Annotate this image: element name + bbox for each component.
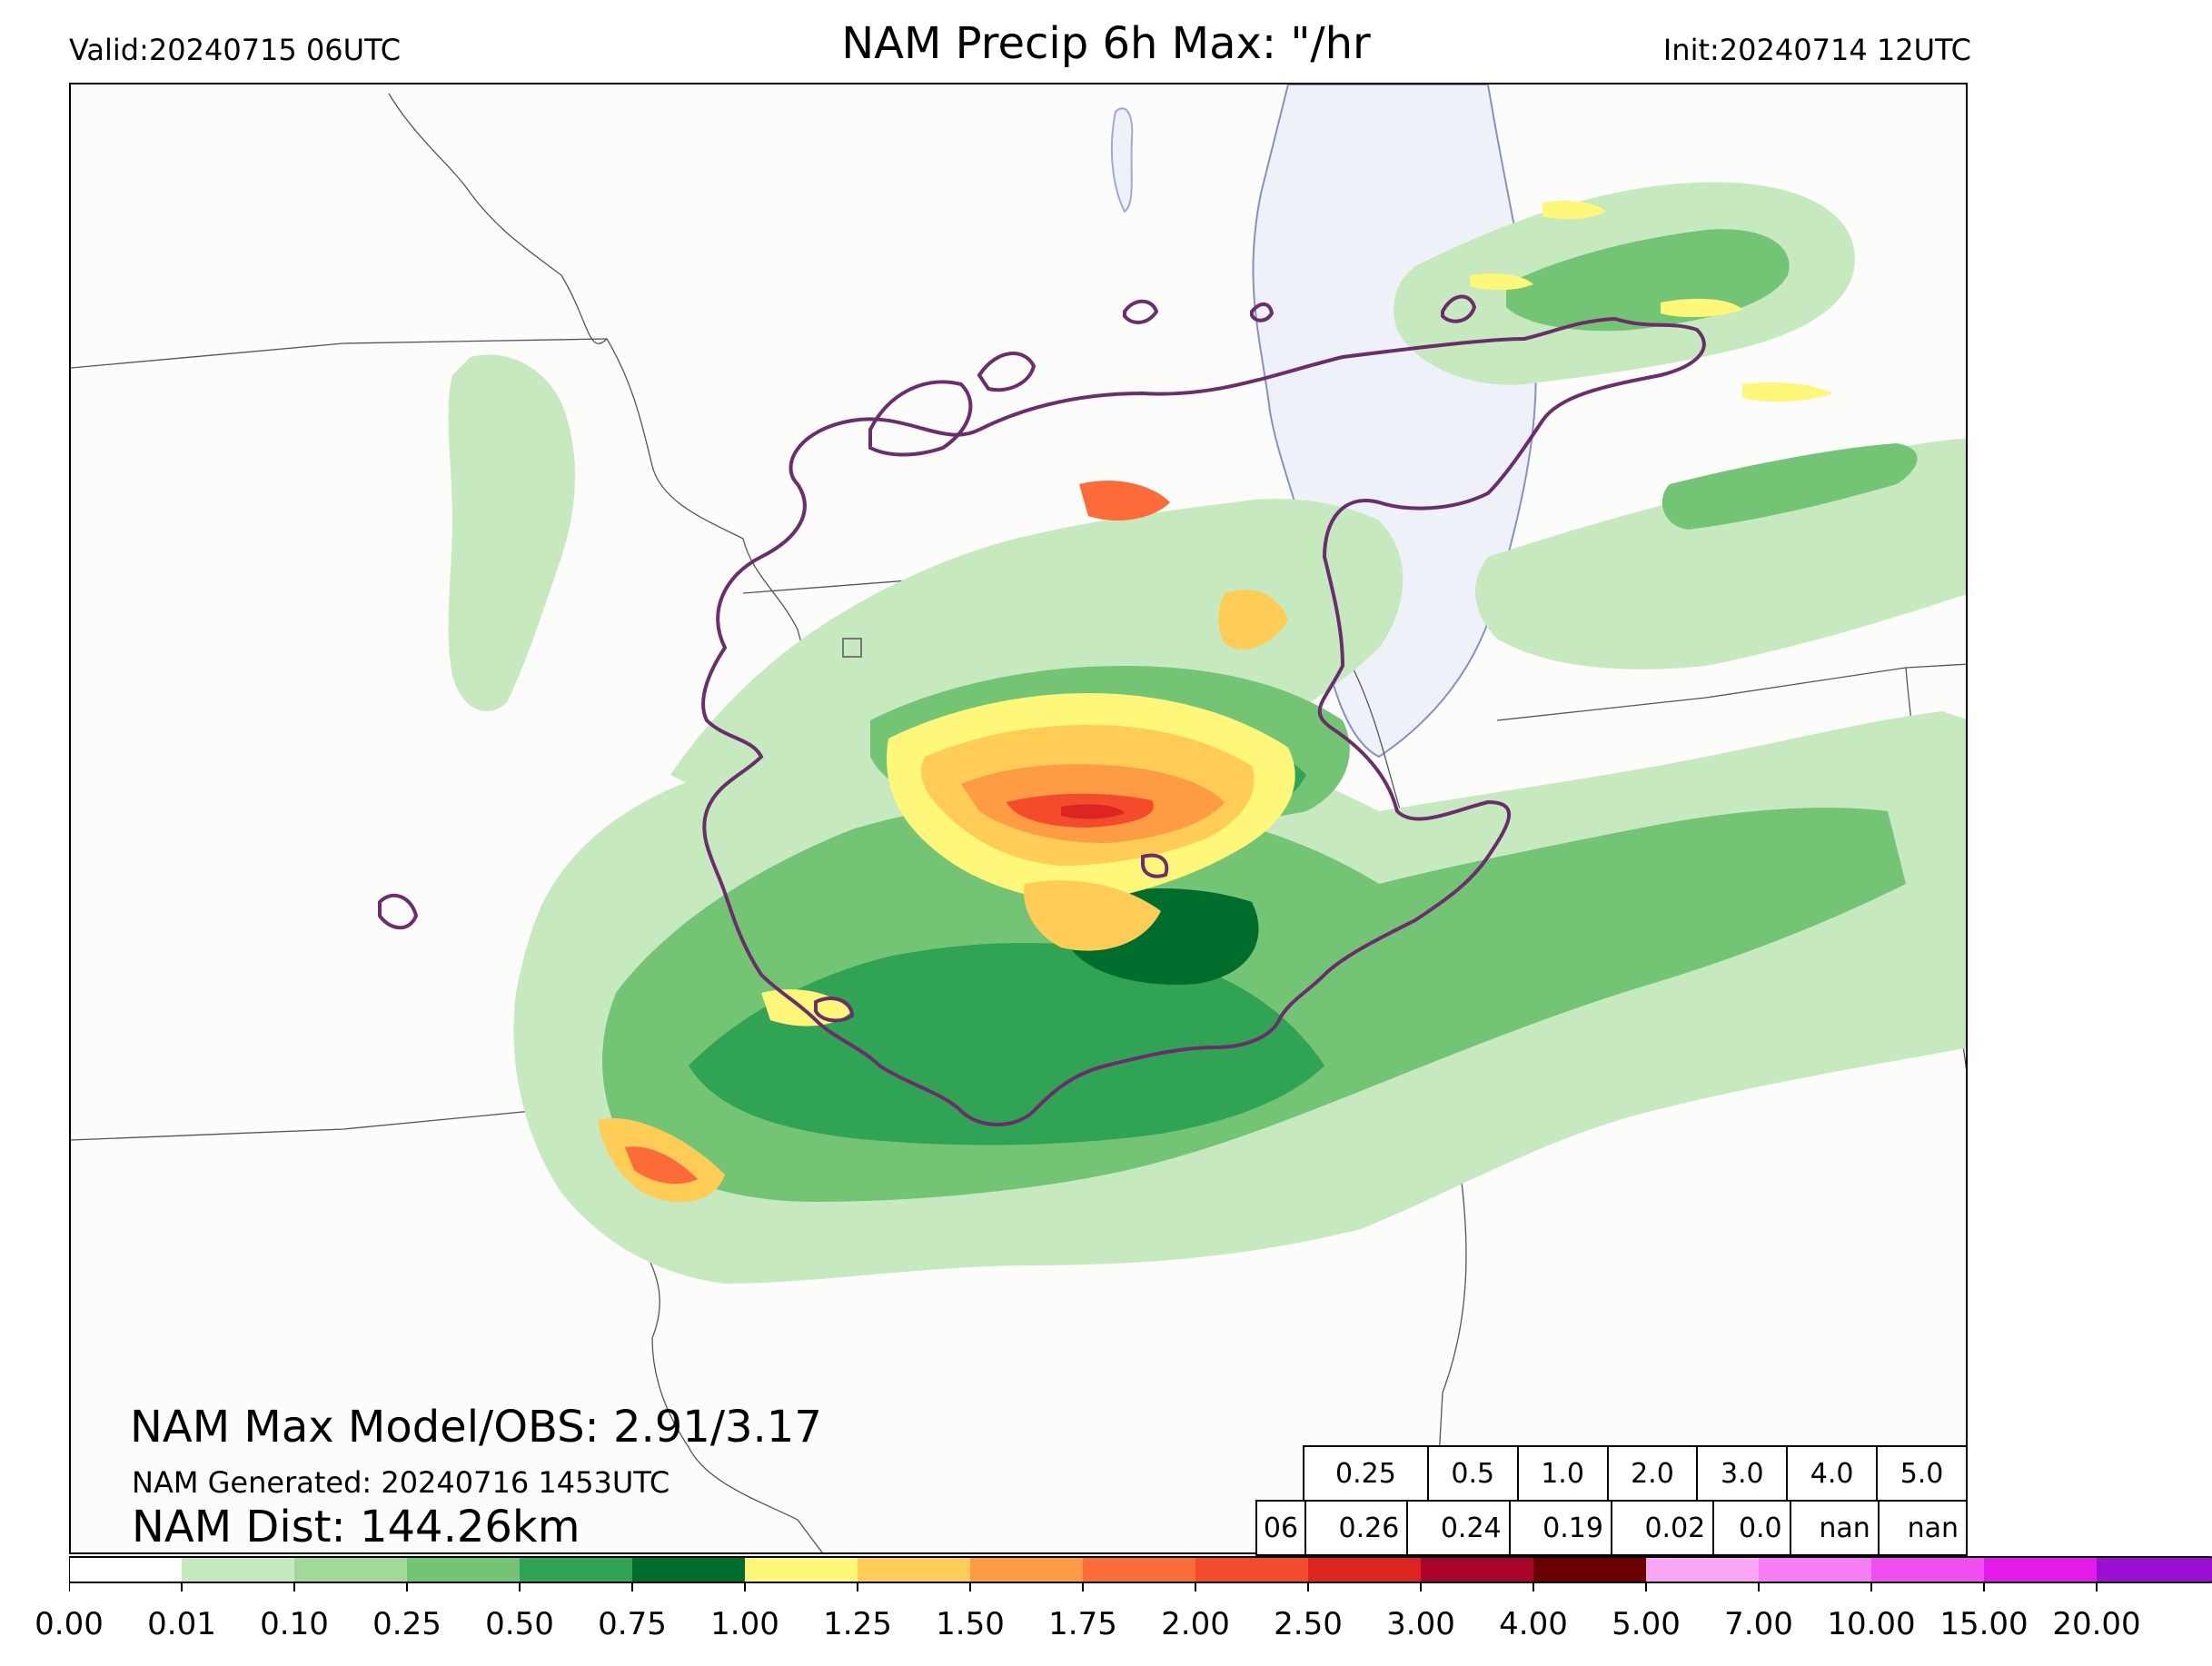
threshold-header-table: 0.25 0.5 1.0 2.0 3.0 4.0 5.0 — [1303, 1445, 1968, 1502]
colorbar-tick-label: 4.00 — [1499, 1606, 1568, 1642]
threshold-cell: 1.0 — [1516, 1445, 1609, 1502]
colorbar-tick-label: 2.00 — [1161, 1606, 1230, 1642]
colorbar-segment — [858, 1557, 970, 1582]
colorbar-tick-label: 1.25 — [823, 1606, 892, 1642]
colorbar-tick-label: 7.00 — [1724, 1606, 1793, 1642]
map-canvas — [71, 84, 1966, 1552]
colorbar-segment — [1308, 1557, 1421, 1582]
distance-label: NAM Dist: 144.26km — [132, 1502, 580, 1552]
colorbar-tick-label: 0.75 — [598, 1606, 667, 1642]
colorbar-tick-label: 0.00 — [35, 1606, 104, 1642]
threshold-cell: 0.25 — [1303, 1445, 1429, 1502]
value-cell: 0.26 — [1304, 1500, 1409, 1556]
colorbar-segment — [1646, 1557, 1759, 1582]
colorbar-segment — [1984, 1557, 2097, 1582]
generated-time-label: NAM Generated: 20240716 1453UTC — [132, 1465, 670, 1500]
colorbar-tick-label: 0.50 — [485, 1606, 554, 1642]
colorbar-extend-arrow — [2209, 1557, 2212, 1582]
colorbar-segment — [970, 1557, 1083, 1582]
colorbar-tick-label: 0.10 — [260, 1606, 329, 1642]
colorbar-segment — [407, 1557, 520, 1582]
colorbar-segment — [294, 1557, 407, 1582]
max-model-obs-label: NAM Max Model/OBS: 2.91/3.17 — [130, 1402, 822, 1453]
row-label-cell: 06 — [1255, 1500, 1306, 1556]
colorbar-segment — [1871, 1557, 1984, 1582]
small-lake — [1110, 107, 1134, 213]
init-time-label: Init:20240714 12UTC — [1662, 33, 1971, 67]
colorbar-tick-label: 15.00 — [1939, 1606, 2028, 1642]
colorbar-tick-label: 5.00 — [1612, 1606, 1681, 1642]
colorbar-segment — [1195, 1557, 1308, 1582]
map-title: NAM Precip 6h Max: "/hr — [841, 18, 1371, 69]
colorbar-tick-label: 1.00 — [710, 1606, 779, 1642]
colorbar-segment — [69, 1557, 182, 1582]
colorbar-tick-label: 0.25 — [372, 1606, 441, 1642]
colorbar-segment — [182, 1557, 294, 1582]
colorbar-tick-label: 10.00 — [1827, 1606, 1916, 1642]
colorbar-tick-label: 1.75 — [1048, 1606, 1117, 1642]
obs-contours — [378, 294, 1706, 1126]
colorbar-segment — [1759, 1557, 1871, 1582]
colorbar-tick-label: 3.00 — [1386, 1606, 1455, 1642]
precip-map[interactable]: NAM Max Model/OBS: 2.91/3.17 NAM Generat… — [69, 83, 1968, 1554]
colorbar-tick-label: 0.01 — [147, 1606, 216, 1642]
values-row: 06 0.26 0.24 0.19 0.02 0.0 nan nan — [1255, 1500, 1969, 1556]
threshold-cell: 3.0 — [1696, 1445, 1789, 1502]
precip-field — [448, 182, 1966, 1284]
valid-time-label: Valid:20240715 06UTC — [69, 33, 402, 67]
stats-values-table: 06 0.26 0.24 0.19 0.02 0.0 nan nan — [1255, 1500, 1969, 1556]
value-cell: 0.0 — [1712, 1500, 1791, 1556]
colorbar-outline — [69, 1556, 2212, 1583]
threshold-cell: 4.0 — [1786, 1445, 1879, 1502]
value-cell: 0.19 — [1508, 1500, 1612, 1556]
colorbar — [69, 1556, 2212, 1592]
colorbar-tick-label: 1.50 — [936, 1606, 1005, 1642]
threshold-cell: 2.0 — [1606, 1445, 1699, 1502]
colorbar-segment — [1083, 1557, 1195, 1582]
colorbar-segment — [632, 1557, 745, 1582]
value-cell: 0.02 — [1610, 1500, 1715, 1556]
colorbar-segment — [2097, 1557, 2209, 1582]
obs-site-marker — [842, 638, 862, 658]
colorbar-segment — [745, 1557, 858, 1582]
colorbar-segment — [1421, 1557, 1533, 1582]
value-cell: 0.24 — [1406, 1500, 1511, 1556]
colorbar-segment — [520, 1557, 632, 1582]
threshold-row: 0.25 0.5 1.0 2.0 3.0 4.0 5.0 — [1303, 1445, 1968, 1502]
colorbar-tick-label: 20.00 — [2052, 1606, 2141, 1642]
colorbar-tick-label: 2.50 — [1274, 1606, 1343, 1642]
value-cell: nan — [1789, 1500, 1880, 1556]
threshold-cell: 0.5 — [1426, 1445, 1519, 1502]
threshold-cell: 5.0 — [1876, 1445, 1968, 1502]
value-cell: nan — [1877, 1500, 1969, 1556]
colorbar-segment — [1533, 1557, 1646, 1582]
